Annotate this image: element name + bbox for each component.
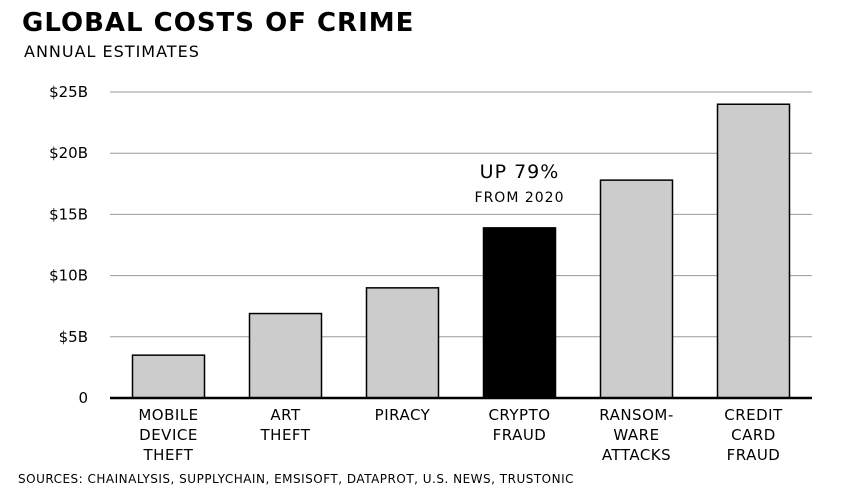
annotation-line1: UP 79%: [480, 161, 560, 183]
bar: [131, 354, 206, 399]
category-label: CRYPTO: [488, 406, 550, 424]
category-label: RANSOM-: [599, 406, 673, 424]
category-label: THEFT: [143, 446, 194, 464]
chart-title: GLOBAL COSTS OF CRIME: [22, 8, 415, 38]
category-label: THEFT: [260, 426, 311, 444]
bar: [482, 227, 557, 399]
y-tick-label: 0: [78, 389, 88, 407]
category-label: CARD: [731, 426, 776, 444]
bar: [248, 312, 323, 399]
category-label: FRAUD: [493, 426, 547, 444]
chart-subtitle: ANNUAL ESTIMATES: [24, 42, 200, 61]
category-label: ATTACKS: [602, 446, 671, 464]
annotation-line2: FROM 2020: [475, 190, 565, 206]
bar: [365, 287, 440, 399]
y-tick-label: $25B: [49, 83, 88, 101]
y-tick-label: $20B: [49, 144, 88, 162]
bar: [716, 103, 791, 399]
y-tick-label: $5B: [59, 328, 88, 346]
category-label: WARE: [613, 426, 659, 444]
bar: [599, 179, 674, 399]
category-label: PIRACY: [375, 406, 431, 424]
y-tick-label: $15B: [49, 205, 88, 223]
category-label: DEVICE: [139, 426, 198, 444]
category-label: FRAUD: [727, 446, 781, 464]
sources-note: SOURCES: CHAINALYSIS, SUPPLYCHAIN, EMSIS…: [18, 472, 575, 486]
category-label: ART: [270, 406, 301, 424]
category-label: CREDIT: [724, 406, 783, 424]
y-tick-label: $10B: [49, 267, 88, 285]
category-label: MOBILE: [138, 406, 198, 424]
